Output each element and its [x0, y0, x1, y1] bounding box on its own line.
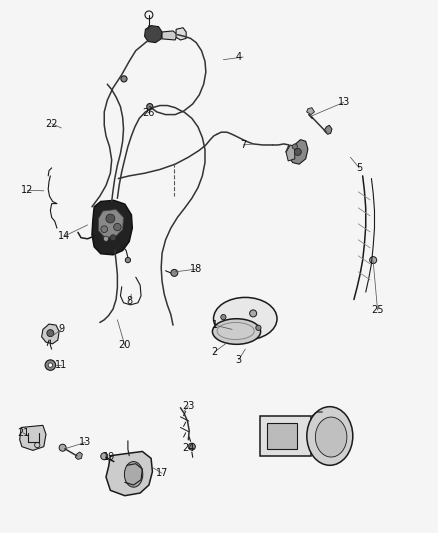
Text: 7: 7: [240, 140, 246, 150]
Text: 13: 13: [79, 438, 92, 447]
Text: 8: 8: [126, 296, 132, 306]
Circle shape: [101, 226, 108, 232]
Circle shape: [45, 360, 56, 370]
Circle shape: [147, 103, 153, 110]
Text: 9: 9: [58, 325, 64, 334]
Circle shape: [48, 363, 53, 367]
Circle shape: [47, 329, 54, 337]
Text: 21: 21: [17, 428, 29, 438]
Text: 19: 19: [103, 453, 116, 462]
Polygon shape: [106, 451, 152, 496]
Text: 22: 22: [46, 119, 58, 128]
Circle shape: [188, 443, 195, 450]
Polygon shape: [324, 125, 332, 134]
Polygon shape: [20, 425, 46, 450]
Text: 17: 17: [156, 469, 168, 478]
Ellipse shape: [214, 297, 277, 340]
Ellipse shape: [307, 407, 353, 465]
Text: 25: 25: [371, 305, 384, 315]
Polygon shape: [99, 209, 124, 238]
Bar: [260, 416, 311, 456]
Circle shape: [370, 256, 377, 264]
Ellipse shape: [124, 462, 143, 487]
Circle shape: [121, 76, 127, 82]
Polygon shape: [307, 108, 314, 115]
Text: 26: 26: [142, 108, 154, 118]
Circle shape: [59, 444, 66, 451]
Polygon shape: [286, 145, 295, 161]
Circle shape: [256, 325, 261, 330]
Polygon shape: [42, 324, 59, 344]
Circle shape: [171, 269, 178, 277]
Bar: [267, 423, 297, 449]
Polygon shape: [92, 200, 132, 255]
Circle shape: [106, 214, 115, 223]
Text: 2: 2: [212, 347, 218, 357]
Circle shape: [125, 257, 131, 263]
Polygon shape: [176, 28, 186, 40]
Ellipse shape: [315, 417, 347, 457]
Text: 12: 12: [21, 185, 34, 195]
Text: 13: 13: [338, 98, 350, 107]
Polygon shape: [145, 26, 162, 43]
Text: 11: 11: [55, 360, 67, 370]
Text: 4: 4: [236, 52, 242, 62]
Circle shape: [292, 144, 297, 149]
Text: 18: 18: [190, 264, 202, 274]
Circle shape: [114, 223, 121, 231]
Text: 20: 20: [119, 341, 131, 350]
Text: 24: 24: [182, 443, 194, 453]
Circle shape: [294, 148, 301, 156]
Circle shape: [101, 453, 108, 460]
Circle shape: [221, 314, 226, 320]
Text: 3: 3: [236, 355, 242, 365]
Polygon shape: [288, 140, 308, 164]
Polygon shape: [162, 31, 177, 40]
Polygon shape: [75, 452, 82, 459]
Circle shape: [250, 310, 257, 317]
Text: 23: 23: [182, 401, 194, 411]
Ellipse shape: [212, 319, 261, 344]
Circle shape: [103, 236, 109, 241]
Text: 1: 1: [212, 320, 218, 330]
Text: 5: 5: [356, 163, 362, 173]
Text: 14: 14: [58, 231, 71, 241]
Circle shape: [110, 235, 116, 241]
